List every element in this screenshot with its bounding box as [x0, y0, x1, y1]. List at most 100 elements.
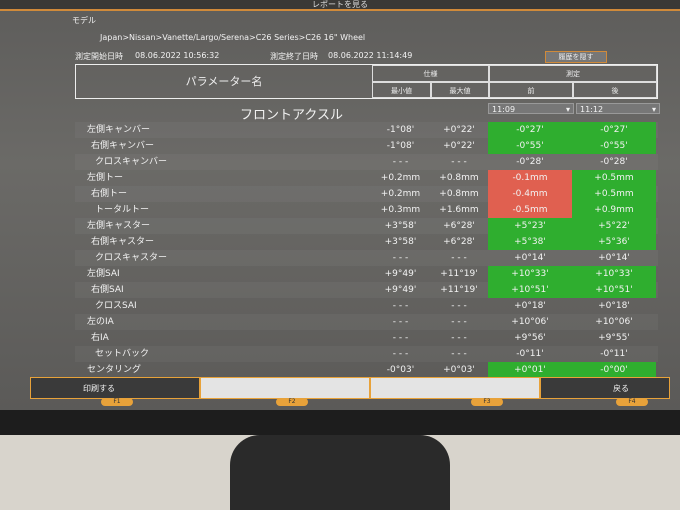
cell-name: 左側キャスター — [87, 221, 151, 231]
cell-before: +5°38' — [488, 234, 572, 250]
model-label: モデル — [72, 16, 96, 25]
table-row: 右側キャンバー -1°08' +0°22' -0°55' -0°55' — [75, 138, 658, 154]
fkey-f4-button[interactable]: 戻る F4 — [540, 377, 670, 406]
min-header: 最小値 — [372, 82, 431, 98]
cell-after: +10°06' — [595, 317, 633, 327]
cell-name: 左のIA — [87, 317, 114, 327]
cell-min: - - - — [392, 317, 409, 327]
cell-min: +9°49' — [384, 269, 417, 279]
table-row: 左側SAI +9°49' +11°19' +10°33' +10°33' — [75, 266, 658, 282]
cell-name: 左側トー — [87, 173, 124, 183]
cell-after: -0°27' — [572, 122, 656, 138]
cell-max: +11°19' — [440, 285, 478, 295]
front-header: 前 — [489, 82, 573, 98]
fkey-f1-button[interactable]: 印刷する F1 — [30, 377, 200, 406]
model-path: Japan>Nissan>Vanette/Largo/Serena>C26 Se… — [100, 33, 366, 42]
after-time-value: 11:12 — [580, 105, 604, 114]
max-header: 最大値 — [431, 82, 489, 98]
cell-after: +0°18' — [598, 301, 630, 311]
cell-name: センタリング — [87, 365, 142, 375]
cell-min: - - - — [392, 349, 409, 359]
cell-name: 右側SAI — [91, 285, 124, 295]
cell-min: +0.3mm — [380, 205, 421, 215]
after-time-select[interactable]: 11:12 ▾ — [576, 103, 660, 114]
hide-history-button[interactable]: 履歴を隠す — [545, 51, 607, 63]
before-time-select[interactable]: 11:09 ▾ — [488, 103, 574, 114]
cell-after: +10°33' — [572, 266, 656, 282]
cell-max: +1.6mm — [439, 205, 479, 215]
window-title: レポートを見る — [0, 0, 680, 11]
cell-after: +0.5mm — [572, 186, 656, 202]
axle-title: フロントアクスル — [240, 108, 343, 123]
spec-header: 仕様 — [372, 65, 489, 82]
cell-name: 右側キャンバー — [91, 141, 155, 151]
cell-max: - - - — [451, 301, 467, 311]
cell-before: +10°51' — [488, 282, 572, 298]
fkey-tag: F3 — [471, 398, 503, 406]
before-time-value: 11:09 — [492, 105, 516, 114]
cell-name: 左側SAI — [87, 269, 120, 279]
cell-name: 右IA — [91, 333, 109, 343]
cell-max: +6°28' — [443, 237, 475, 247]
cell-before: -0°28' — [516, 157, 544, 167]
cell-after: +5°36' — [572, 234, 656, 250]
cell-min: +3°58' — [384, 221, 417, 231]
end-label: 測定終了日時 — [270, 52, 318, 61]
cell-before: +0°14' — [514, 253, 546, 263]
cell-before: +9°56' — [514, 333, 546, 343]
cell-name: 右側キャスター — [91, 237, 155, 247]
cell-max: +6°28' — [443, 221, 475, 231]
table-row: センタリング -0°03' +0°03' +0°01' -0°00' — [75, 362, 658, 378]
cell-max: - - - — [451, 253, 467, 263]
cell-max: - - - — [451, 349, 467, 359]
table-row: 左側キャンバー -1°08' +0°22' -0°27' -0°27' — [75, 122, 658, 138]
fkey-f3-button[interactable]: F3 — [370, 377, 540, 406]
cell-before: +10°33' — [488, 266, 572, 282]
cell-after: +0°14' — [598, 253, 630, 263]
table-row: 左側トー +0.2mm +0.8mm -0.1mm +0.5mm — [75, 170, 658, 186]
table-row: トータルトー +0.3mm +1.6mm -0.5mm +0.9mm — [75, 202, 658, 218]
fkey-tag: F1 — [101, 398, 133, 406]
cell-after: +5°22' — [572, 218, 656, 234]
fkey-label: 印刷する — [83, 384, 115, 393]
chevron-down-icon: ▾ — [651, 105, 656, 114]
fkey-tag: F2 — [276, 398, 308, 406]
cell-name: クロスキャスター — [95, 253, 168, 263]
cell-after: -0°55' — [572, 138, 656, 154]
table-row: 右側SAI +9°49' +11°19' +10°51' +10°51' — [75, 282, 658, 298]
cell-after: +0.9mm — [572, 202, 656, 218]
cell-name: 左側キャンバー — [87, 125, 151, 135]
cell-max: +0°03' — [443, 365, 475, 375]
table-row: セットバック - - - - - - -0°11' -0°11' — [75, 346, 658, 362]
table-row: クロスSAI - - - - - - +0°18' +0°18' — [75, 298, 658, 314]
cell-min: - - - — [392, 333, 409, 343]
table-row: 左のIA - - - - - - +10°06' +10°06' — [75, 314, 658, 330]
cell-after: -0°11' — [600, 349, 628, 359]
chevron-down-icon: ▾ — [565, 105, 570, 114]
function-key-bar: 印刷する F1 F2 F3 戻る F4 — [30, 377, 670, 406]
start-label: 測定開始日時 — [75, 52, 123, 61]
table-row: 右IA - - - - - - +9°56' +9°55' — [75, 330, 658, 346]
cell-name: 右側トー — [91, 189, 128, 199]
cell-before: +5°23' — [488, 218, 572, 234]
table-row: 左側キャスター +3°58' +6°28' +5°23' +5°22' — [75, 218, 658, 234]
cell-name: クロスキャンバー — [95, 157, 168, 167]
end-time: 08.06.2022 11:14:49 — [328, 51, 413, 60]
cell-before: -0°11' — [516, 349, 544, 359]
cell-max: +0°22' — [443, 141, 475, 151]
cell-min: +0.2mm — [380, 189, 421, 199]
cell-name: セットバック — [95, 349, 150, 359]
cell-before: -0°55' — [488, 138, 572, 154]
table-row: 右側トー +0.2mm +0.8mm -0.4mm +0.5mm — [75, 186, 658, 202]
cell-before: +0°18' — [514, 301, 546, 311]
table-row: 右側キャスター +3°58' +6°28' +5°38' +5°36' — [75, 234, 658, 250]
fkey-f2-button[interactable]: F2 — [200, 377, 370, 406]
cell-max: - - - — [451, 157, 467, 167]
cell-min: - - - — [392, 157, 409, 167]
cell-min: -1°08' — [386, 141, 415, 151]
table-row: クロスキャスター - - - - - - +0°14' +0°14' — [75, 250, 658, 266]
cell-max: - - - — [451, 317, 467, 327]
cell-after: +10°51' — [572, 282, 656, 298]
cell-min: - - - — [392, 253, 409, 263]
cell-before: +10°06' — [511, 317, 549, 327]
